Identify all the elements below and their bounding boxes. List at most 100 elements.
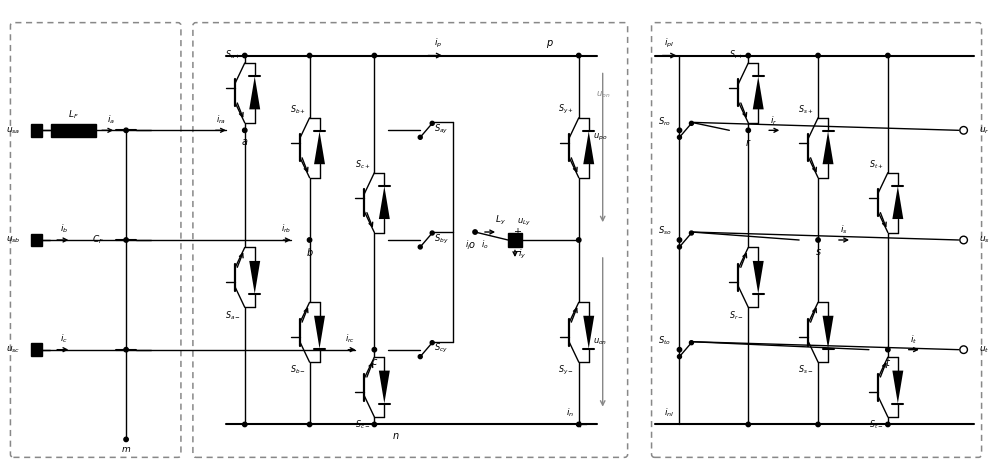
Polygon shape	[379, 186, 390, 219]
Circle shape	[689, 121, 693, 125]
Circle shape	[677, 238, 682, 242]
Text: $u_{Ly}$: $u_{Ly}$	[517, 217, 531, 228]
Text: $i_o$: $i_o$	[481, 239, 489, 251]
Text: $i_j$: $i_j$	[465, 238, 471, 252]
Bar	[51, 124, 96, 137]
Circle shape	[124, 128, 128, 133]
Circle shape	[372, 348, 377, 352]
Text: $s$: $s$	[815, 247, 822, 257]
Circle shape	[677, 135, 681, 139]
Text: $S_{c+}$: $S_{c+}$	[355, 159, 370, 171]
Text: $+$: $+$	[513, 226, 522, 237]
Polygon shape	[823, 131, 834, 164]
Circle shape	[886, 53, 890, 58]
Polygon shape	[379, 370, 390, 404]
Text: $i_n$: $i_n$	[566, 406, 574, 419]
Text: $r$: $r$	[745, 137, 752, 148]
Text: $S_{r-}$: $S_{r-}$	[729, 309, 744, 322]
Circle shape	[307, 238, 312, 242]
Text: $i_{pI}$: $i_{pI}$	[664, 37, 675, 50]
Text: $u_{po}$: $u_{po}$	[593, 132, 607, 143]
Text: $S_{s+}$: $S_{s+}$	[798, 104, 814, 116]
Text: $i_p$: $i_p$	[434, 37, 442, 50]
Bar	[31, 124, 42, 137]
Text: $i_{rc}$: $i_{rc}$	[345, 332, 355, 345]
Circle shape	[418, 135, 422, 139]
Text: $S_{c-}$: $S_{c-}$	[355, 418, 370, 431]
Polygon shape	[314, 131, 325, 164]
Bar	[31, 343, 42, 356]
Circle shape	[473, 230, 477, 234]
Text: $S_{r+}$: $S_{r+}$	[729, 49, 744, 61]
Circle shape	[124, 437, 128, 442]
Circle shape	[677, 245, 681, 249]
Circle shape	[816, 422, 820, 427]
Polygon shape	[249, 76, 260, 109]
Circle shape	[746, 422, 750, 427]
Text: $i_a$: $i_a$	[107, 113, 115, 125]
Circle shape	[689, 231, 693, 235]
Circle shape	[124, 238, 128, 242]
Text: $b$: $b$	[306, 246, 313, 258]
Circle shape	[746, 128, 750, 133]
Polygon shape	[892, 370, 903, 404]
Circle shape	[677, 128, 682, 133]
Circle shape	[677, 355, 681, 359]
Polygon shape	[892, 186, 903, 219]
Polygon shape	[823, 316, 834, 349]
Circle shape	[746, 53, 750, 58]
Circle shape	[577, 422, 581, 427]
Polygon shape	[583, 316, 594, 349]
Text: $o$: $o$	[468, 240, 476, 250]
Circle shape	[577, 238, 581, 242]
Text: $S_{t-}$: $S_{t-}$	[869, 418, 883, 431]
Text: $-$: $-$	[512, 244, 523, 255]
Circle shape	[816, 238, 820, 242]
Text: $u_{sb}$: $u_{sb}$	[6, 235, 20, 245]
Text: $S_{y+}$: $S_{y+}$	[558, 104, 574, 116]
Polygon shape	[753, 76, 764, 109]
Circle shape	[418, 355, 422, 359]
Text: $i_s$: $i_s$	[840, 224, 848, 236]
Circle shape	[960, 236, 967, 244]
Polygon shape	[314, 316, 325, 349]
Text: $u_{sa}$: $u_{sa}$	[6, 125, 20, 135]
Circle shape	[243, 128, 247, 133]
Text: $a$: $a$	[241, 137, 248, 147]
Circle shape	[307, 422, 312, 427]
Text: $m$: $m$	[121, 445, 131, 454]
Text: $i_y$: $i_y$	[518, 248, 526, 262]
Text: $S_{ro}$: $S_{ro}$	[658, 115, 671, 128]
Circle shape	[960, 126, 967, 134]
Circle shape	[243, 422, 247, 427]
Text: $S_{so}$: $S_{so}$	[658, 225, 671, 238]
Text: $u_{sc}$: $u_{sc}$	[6, 344, 20, 355]
Circle shape	[960, 346, 967, 353]
Circle shape	[886, 422, 890, 427]
Text: $n$: $n$	[392, 431, 399, 441]
Text: $i_c$: $i_c$	[60, 332, 68, 345]
Text: $u_{on}$: $u_{on}$	[593, 337, 607, 347]
Text: $S_{y-}$: $S_{y-}$	[558, 363, 574, 377]
Text: $S_{s-}$: $S_{s-}$	[798, 364, 814, 376]
Circle shape	[243, 53, 247, 58]
Circle shape	[816, 53, 820, 58]
Circle shape	[886, 348, 890, 352]
Text: $i_t$: $i_t$	[910, 333, 917, 346]
Circle shape	[689, 341, 693, 345]
Text: $S_{by}$: $S_{by}$	[434, 232, 448, 246]
Circle shape	[124, 348, 128, 352]
Circle shape	[430, 121, 434, 125]
Text: $i_{ra}$: $i_{ra}$	[216, 113, 226, 125]
Text: $u_t$: $u_t$	[979, 344, 989, 355]
Text: $S_{b-}$: $S_{b-}$	[290, 364, 306, 376]
Text: $i_{rb}$: $i_{rb}$	[281, 223, 291, 235]
Bar	[31, 234, 42, 247]
Text: $S_{b+}$: $S_{b+}$	[290, 104, 306, 116]
Text: $S_{a+}$: $S_{a+}$	[225, 49, 241, 61]
Text: $C_F$: $C_F$	[92, 234, 104, 246]
Text: $S_{ay}$: $S_{ay}$	[434, 123, 448, 136]
Text: $u_s$: $u_s$	[979, 235, 989, 245]
Polygon shape	[249, 261, 260, 294]
Text: $L_y$: $L_y$	[495, 213, 505, 227]
